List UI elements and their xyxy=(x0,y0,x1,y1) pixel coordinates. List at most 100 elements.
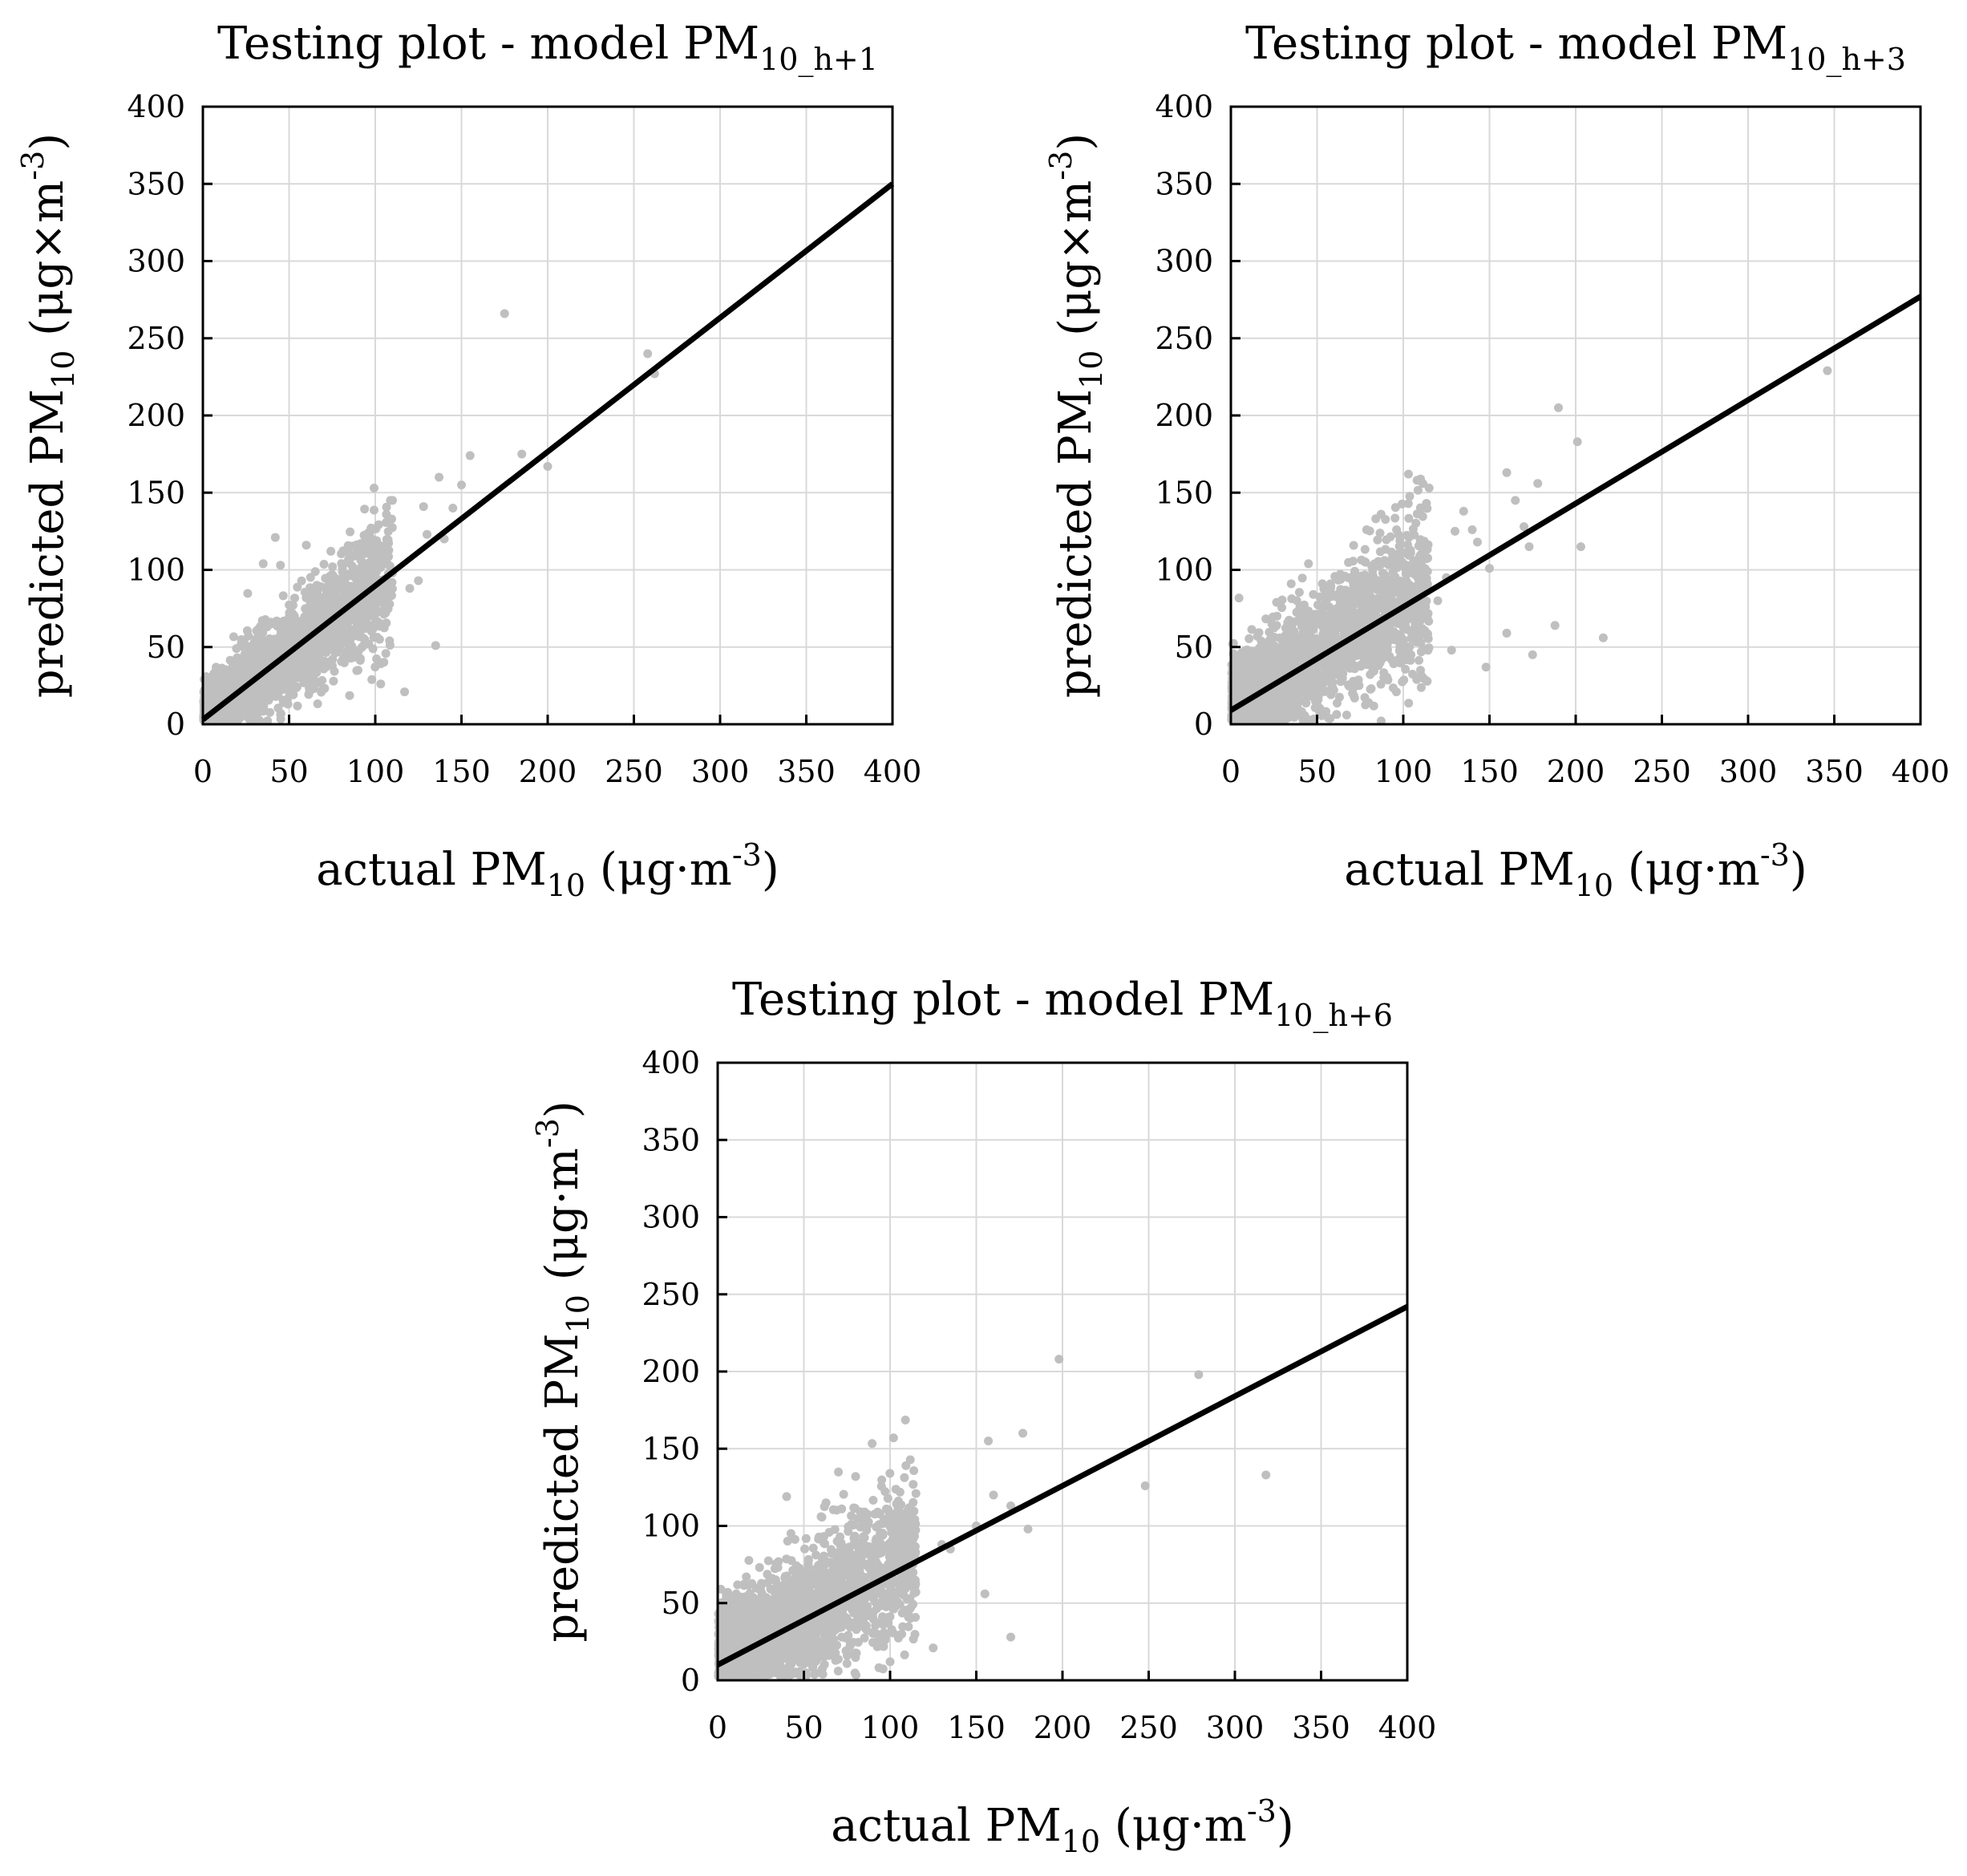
scatter-point xyxy=(1346,650,1355,660)
scatter-point xyxy=(1402,625,1412,634)
scatter-point xyxy=(1382,535,1391,545)
y-tick-label: 350 xyxy=(127,166,185,201)
scatter-point xyxy=(229,632,238,642)
x-axis-label-close: ) xyxy=(1790,844,1807,896)
x-axis-label: actual PM10 (μg·m-3) xyxy=(316,837,779,903)
scatter-point xyxy=(329,676,338,686)
scatter-point xyxy=(326,627,335,636)
scatter-point xyxy=(1378,582,1388,592)
scatter-point xyxy=(1418,512,1427,521)
scatter-point xyxy=(337,549,346,558)
scatter-point xyxy=(1294,588,1304,597)
regression-line xyxy=(200,181,895,722)
chart-title-subscript: 10_h+1 xyxy=(759,42,878,78)
scatter-point xyxy=(1327,678,1337,687)
scatter-point xyxy=(347,630,357,638)
scatter-point xyxy=(1361,700,1370,710)
scatter-point xyxy=(1405,492,1415,501)
scatter-point xyxy=(1297,573,1307,583)
scatter-point xyxy=(243,589,253,598)
scatter-point xyxy=(237,712,246,722)
scatter-point xyxy=(370,505,378,515)
scatter-point xyxy=(366,626,376,636)
scatter-point xyxy=(335,599,345,609)
scatter-point xyxy=(1402,531,1412,540)
x-axis-label-unit: (μg·m xyxy=(1613,844,1760,896)
scatter-point xyxy=(1292,607,1301,617)
scatter-point-outlier xyxy=(1572,437,1582,447)
scatter-point xyxy=(346,527,355,537)
scatter-point xyxy=(1289,654,1299,664)
scatter-point xyxy=(376,679,386,689)
scatter-point-outlier xyxy=(270,533,280,542)
scatter-point xyxy=(1415,503,1425,513)
scatter-point xyxy=(358,634,368,643)
scatter-point-outlier xyxy=(1550,621,1560,630)
scatter-point xyxy=(331,592,341,602)
scatter-point xyxy=(303,610,313,619)
scatter-point xyxy=(293,673,303,683)
scatter-point xyxy=(255,642,265,651)
scatter-point-outlier xyxy=(431,641,440,650)
scatter-point xyxy=(1269,623,1279,633)
y-axis-label-subscript: 10 xyxy=(46,350,81,389)
scatter-point xyxy=(338,653,348,662)
scatter-point xyxy=(1370,559,1379,569)
scatter-point xyxy=(1343,624,1353,634)
scatter-point xyxy=(357,622,366,632)
scatter-point xyxy=(1411,637,1421,646)
scatter-point-outlier xyxy=(1481,662,1491,672)
scatter-point xyxy=(1313,691,1322,700)
scatter-point xyxy=(1402,593,1411,602)
scatter-point xyxy=(275,680,285,690)
scatter-point xyxy=(1303,614,1313,624)
y-axis-label-exponent: -3 xyxy=(1043,151,1079,180)
scatter-point xyxy=(1234,594,1244,603)
scatter-point xyxy=(1272,598,1281,607)
scatter-point xyxy=(1321,596,1331,606)
scatter-point xyxy=(334,626,344,635)
scatter-point xyxy=(1261,614,1271,624)
scatter-point xyxy=(1368,565,1378,575)
chart-panel-3: 0 50 100 150 200 250 300 350 4000501001502002503… xyxy=(530,974,1436,1859)
scatter-point xyxy=(316,582,326,591)
y-tick-label: 200 xyxy=(1155,398,1213,433)
scatter-point xyxy=(1272,660,1281,670)
scatter-point xyxy=(328,562,338,572)
chart-title-subscript: 10_h+3 xyxy=(1787,42,1906,78)
scatter-point xyxy=(1413,568,1423,577)
scatter-point xyxy=(1368,630,1377,640)
scatter-point xyxy=(1289,626,1298,635)
scatter-point xyxy=(252,650,261,659)
y-tick-label: 400 xyxy=(1155,89,1213,124)
scatter-point xyxy=(255,663,265,672)
y-tick-label: 100 xyxy=(127,553,185,588)
scatter-point xyxy=(323,606,332,616)
scatter-point-outlier xyxy=(1447,646,1456,655)
chart-title: Testing plot - model PM10_h+1 xyxy=(217,18,878,78)
scatter-point xyxy=(319,664,329,674)
scatter-point xyxy=(1313,600,1322,610)
x-tick-label: 250 xyxy=(605,754,663,789)
scatter-point xyxy=(1406,545,1415,555)
scatter-point-outlier xyxy=(1502,468,1512,477)
scatter-point xyxy=(1302,671,1312,680)
scatter-point xyxy=(352,547,362,557)
scatter-point-outlier xyxy=(1424,483,1434,492)
scatter-point xyxy=(337,559,346,569)
scatter-point xyxy=(1281,680,1290,689)
y-tick-label: 300 xyxy=(1155,244,1213,279)
scatter-point xyxy=(1424,617,1434,626)
scatter-point xyxy=(1404,699,1414,708)
x-axis-label-exponent: -3 xyxy=(732,837,762,873)
scatter-point xyxy=(1375,529,1385,538)
scatter-point xyxy=(352,540,362,549)
scatter-point xyxy=(363,577,373,587)
scatter-point xyxy=(232,679,241,689)
scatter-point xyxy=(285,639,295,649)
scatter-point xyxy=(1404,612,1414,621)
scatter-point xyxy=(1366,655,1376,665)
scatter-point xyxy=(1325,579,1335,589)
scatter-point xyxy=(313,589,322,598)
scatter-point xyxy=(1381,545,1390,554)
